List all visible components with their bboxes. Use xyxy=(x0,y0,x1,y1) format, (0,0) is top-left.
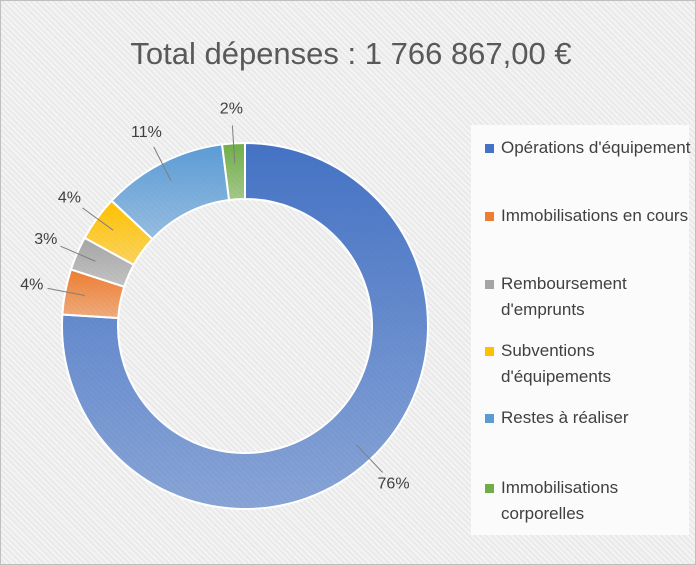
legend-swatch xyxy=(485,144,494,153)
donut-segment xyxy=(61,141,429,510)
data-label: 76% xyxy=(378,475,410,492)
leader-line xyxy=(153,146,172,181)
legend-swatch xyxy=(485,212,494,221)
donut-segment xyxy=(220,141,246,202)
data-label: 4% xyxy=(58,190,81,207)
legend-label: Immobilisations corporelles xyxy=(501,478,619,523)
leader-line xyxy=(47,287,85,296)
leader-line xyxy=(356,444,383,473)
leader-line xyxy=(60,245,96,262)
leader-line xyxy=(82,207,114,231)
chart-title: Total dépenses : 1 766 867,00 € xyxy=(130,36,571,71)
data-label: 3% xyxy=(34,231,57,248)
legend-swatch xyxy=(485,280,494,289)
legend-label: Restes à réaliser xyxy=(501,408,629,427)
legend-item: Immobilisations en cours xyxy=(485,203,691,229)
legend-item: Remboursement d'emprunts xyxy=(485,271,691,323)
leader-line xyxy=(231,125,236,164)
legend-swatch xyxy=(485,484,494,493)
data-label: 11% xyxy=(131,124,162,141)
legend-label: Subventions d'équipements xyxy=(501,341,612,386)
legend-item: Subventions d'équipements xyxy=(485,338,691,390)
legend-swatch xyxy=(485,347,494,356)
legend-label: Immobilisations en cours xyxy=(501,206,689,225)
legend-item: Opérations d'équipement xyxy=(485,135,691,161)
legend: Opérations d'équipement Immobilisations e… xyxy=(471,125,691,535)
data-label: 2% xyxy=(220,101,243,118)
legend-swatch xyxy=(485,414,494,423)
data-label: 4% xyxy=(20,277,43,294)
legend-item: Immobilisations corporelles xyxy=(485,475,691,527)
legend-label: Opérations d'équipement xyxy=(501,138,691,157)
legend-item: Restes à réaliser xyxy=(485,405,691,431)
legend-label: Remboursement d'emprunts xyxy=(501,274,627,319)
